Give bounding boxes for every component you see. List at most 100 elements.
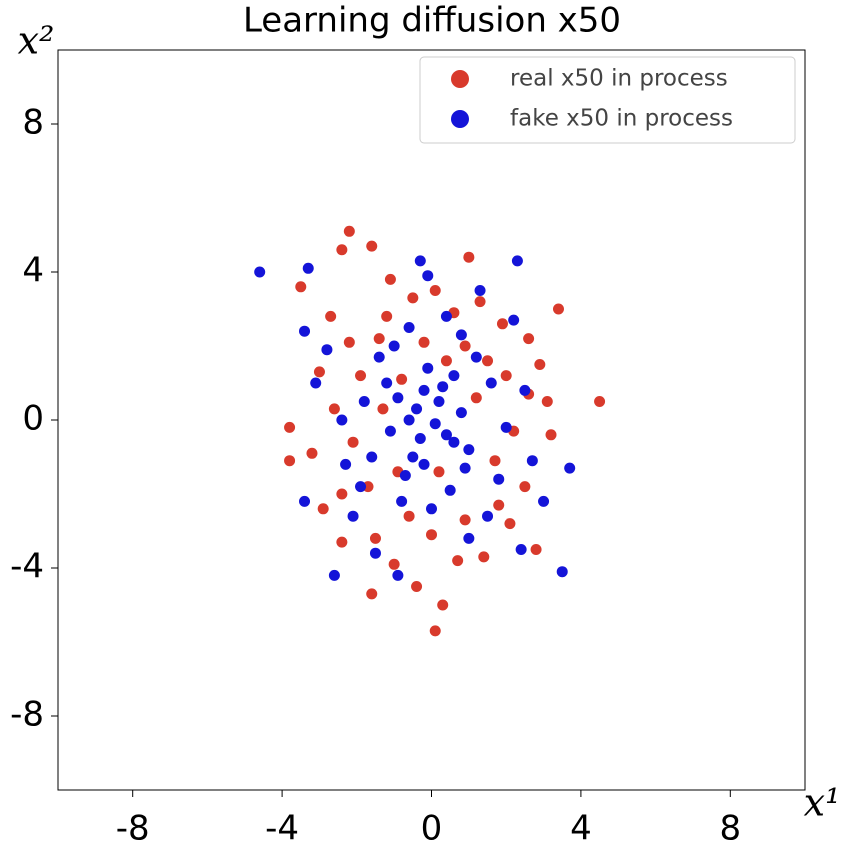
point <box>437 381 449 393</box>
point <box>355 370 367 382</box>
point <box>444 484 456 496</box>
point <box>369 547 381 559</box>
point <box>325 310 337 322</box>
point <box>403 510 415 522</box>
point <box>437 599 449 611</box>
point <box>295 281 307 293</box>
point <box>519 481 531 493</box>
point <box>422 362 434 374</box>
point <box>343 225 355 237</box>
point <box>538 495 550 507</box>
point <box>403 414 415 426</box>
point <box>470 351 482 363</box>
point <box>440 355 452 367</box>
chart-title: Learning diffusion x50 <box>243 1 621 41</box>
point <box>519 384 531 396</box>
point <box>545 429 557 441</box>
point <box>321 344 333 356</box>
point <box>474 296 486 308</box>
point <box>373 351 385 363</box>
point <box>381 377 393 389</box>
point <box>418 384 430 396</box>
point <box>366 240 378 252</box>
point <box>336 414 348 426</box>
point <box>414 255 426 267</box>
x-tick-label: 8 <box>719 809 741 849</box>
point <box>470 392 482 404</box>
point <box>358 396 370 407</box>
point <box>482 355 494 367</box>
point <box>299 325 311 337</box>
point <box>474 285 486 296</box>
y-tick-label: -4 <box>10 547 44 587</box>
point <box>336 488 348 500</box>
point <box>429 625 441 637</box>
point <box>411 403 423 415</box>
point <box>299 495 311 507</box>
point <box>343 336 355 348</box>
point <box>496 318 508 330</box>
point <box>485 377 497 389</box>
point <box>355 481 367 493</box>
point <box>347 436 359 448</box>
point <box>414 433 426 444</box>
legend-label: real x50 in process <box>510 66 728 92</box>
point <box>452 555 464 567</box>
point <box>530 544 542 555</box>
point <box>377 403 389 415</box>
point <box>366 588 378 600</box>
point <box>392 569 404 581</box>
point <box>396 495 408 507</box>
point <box>455 407 467 419</box>
point <box>534 359 546 370</box>
point <box>440 310 452 322</box>
point <box>336 536 348 548</box>
point <box>328 403 340 415</box>
point <box>407 292 419 304</box>
point <box>448 370 460 382</box>
point <box>459 514 471 526</box>
point <box>373 333 385 345</box>
point <box>302 262 314 274</box>
y-tick-label: -8 <box>10 695 44 735</box>
point <box>459 340 471 352</box>
legend-box <box>419 56 796 144</box>
point <box>448 436 460 448</box>
x-tick-label: -4 <box>265 809 299 849</box>
point <box>429 418 441 430</box>
point <box>594 396 606 407</box>
point <box>482 510 494 522</box>
point <box>366 451 378 463</box>
point <box>440 429 452 441</box>
point <box>493 499 505 511</box>
point <box>399 470 411 481</box>
point <box>556 566 568 578</box>
point <box>500 370 512 382</box>
point <box>526 455 538 467</box>
point <box>508 314 520 326</box>
point <box>310 377 322 389</box>
point <box>254 266 266 278</box>
y-tick-label: 0 <box>22 399 44 439</box>
point <box>541 396 553 407</box>
point <box>422 270 434 282</box>
point <box>463 444 475 456</box>
point <box>459 462 471 474</box>
y-tick-label: 4 <box>22 251 44 291</box>
point <box>463 532 475 544</box>
point <box>384 425 396 437</box>
point <box>500 421 512 433</box>
x-tick-label: 0 <box>421 809 443 849</box>
point <box>392 392 404 404</box>
point <box>369 532 381 544</box>
y-axis-label: x² <box>18 19 55 63</box>
point <box>523 333 535 345</box>
point <box>564 462 576 474</box>
point <box>493 473 505 485</box>
point <box>433 466 445 478</box>
point <box>347 510 359 522</box>
point <box>381 310 393 322</box>
point <box>489 455 501 467</box>
point <box>306 447 318 459</box>
